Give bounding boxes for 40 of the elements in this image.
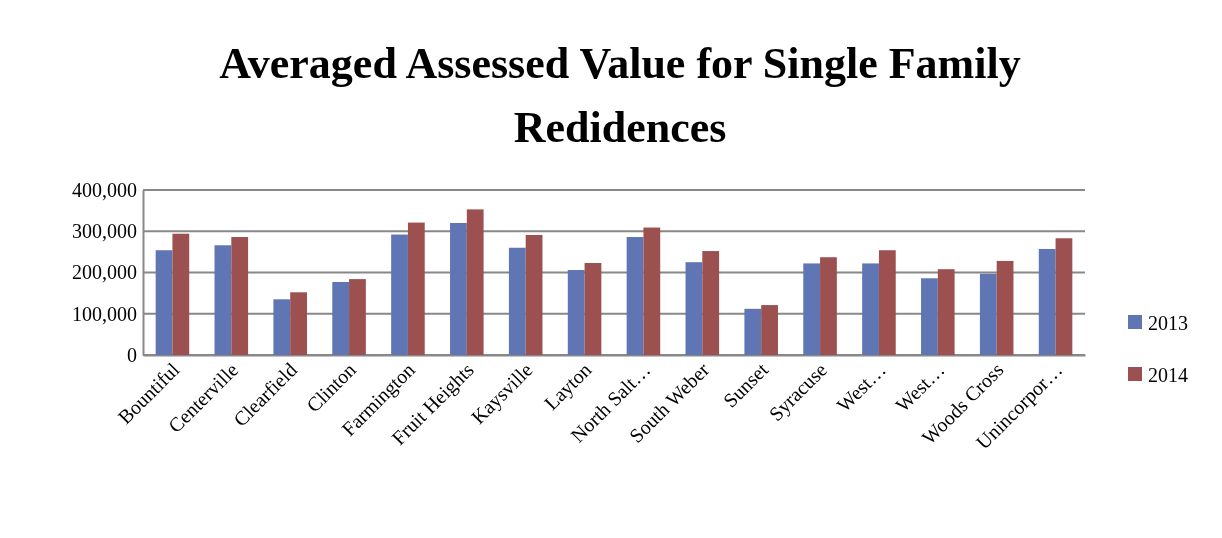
bar [702,251,720,355]
bar [744,308,762,355]
bar [643,227,661,355]
bar [155,250,173,355]
bar [407,222,425,355]
bar [214,245,232,355]
bar [567,270,585,355]
chart-title: Averaged Assessed Value for Single Family Redidences [219,39,1021,152]
bar [878,250,896,355]
legend-label: 2014 [1148,364,1188,386]
y-tick-label: 100,000 [72,302,137,325]
bar [525,234,543,355]
bar [273,299,291,355]
bar [1038,248,1056,355]
bar [508,247,526,355]
bar [349,279,366,355]
bar [626,237,644,355]
bar [584,263,602,355]
y-tick-label: 200,000 [72,261,137,284]
bar [391,234,408,355]
bar [803,263,821,355]
bar [862,263,879,355]
bar [332,281,350,355]
bar [290,292,307,355]
bar [996,260,1014,355]
bar [685,262,703,355]
bar [1055,238,1073,355]
bar [761,305,778,355]
bar [820,257,837,355]
y-tick-label: 400,000 [72,178,137,201]
y-tick-label: 300,000 [72,220,137,243]
bar [937,269,955,355]
bar [172,233,190,355]
legend-label: 2013 [1148,312,1188,334]
bar [921,278,938,355]
bar [450,223,467,355]
bar [979,273,997,355]
y-tick-label: 0 [127,343,137,366]
bar [231,237,249,355]
bar [466,209,484,355]
